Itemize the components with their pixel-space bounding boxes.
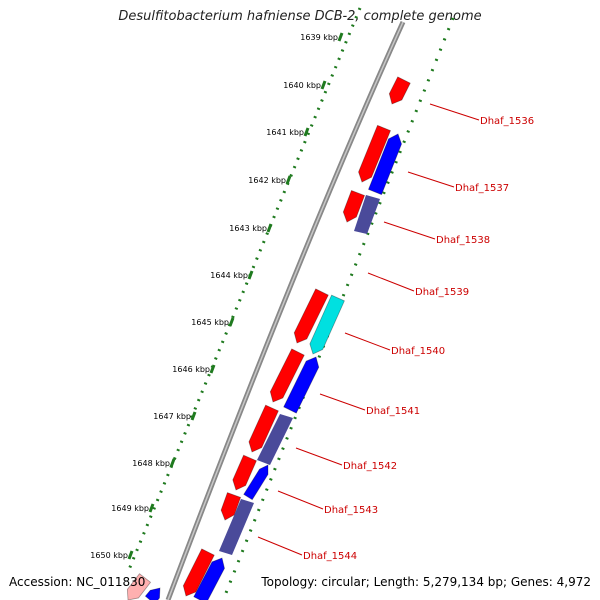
kbp-tick-label: 1640 kbp — [283, 81, 321, 90]
gene-feature — [354, 195, 380, 234]
gene-reverse — [144, 587, 161, 600]
gene-label: Dhaf_1542 — [343, 461, 397, 472]
gene-reverse — [367, 133, 402, 196]
kbp-tick-mark — [209, 364, 216, 374]
kbp-tick-mark — [303, 127, 310, 137]
kbp-tick-label: 1644 kbp — [210, 271, 248, 280]
kbp-tick-mark — [169, 458, 176, 468]
gene-label: Dhaf_1537 — [455, 183, 509, 194]
gene-rna — [309, 294, 345, 355]
gene-reverse — [193, 557, 225, 600]
gene-leader-line — [367, 272, 415, 292]
gene-forward — [293, 288, 329, 344]
genome-summary: Topology: circular; Length: 5,279,134 bp… — [261, 575, 591, 589]
gene-leader-line — [383, 221, 436, 240]
genome-backbone-highlight — [167, 21, 404, 600]
gene-reverse — [243, 464, 269, 501]
gene-leader-line — [344, 332, 391, 351]
gene-leader-line — [407, 171, 455, 188]
kbp-tick-mark — [127, 550, 134, 560]
kbp-tick-mark — [320, 80, 327, 90]
gene-label: Dhaf_1538 — [436, 235, 490, 246]
kbp-tick-mark — [285, 175, 292, 185]
gene-forward — [182, 548, 215, 597]
gene-forward — [388, 76, 411, 105]
kbp-tick-label: 1650 kbp — [90, 551, 128, 560]
kbp-tick-label: 1641 kbp — [266, 128, 304, 137]
gene-label: Dhaf_1541 — [366, 406, 420, 417]
kbp-tick-mark — [190, 411, 197, 421]
kbp-tick-label: 1646 kbp — [172, 365, 210, 374]
kbp-tick-mark — [266, 223, 273, 233]
kbp-tick-mark — [228, 317, 235, 327]
gene-leader-line — [257, 536, 303, 556]
kbp-tick-label: 1642 kbp — [248, 176, 286, 185]
kbp-tick-label: 1639 kbp — [300, 33, 338, 42]
gene-forward — [342, 190, 366, 223]
outer-tick-track — [126, 7, 362, 573]
gene-label: Dhaf_1544 — [303, 551, 357, 562]
gene-leader-line — [277, 490, 324, 510]
kbp-tick-label: 1648 kbp — [132, 459, 170, 468]
gene-forward — [248, 404, 279, 453]
kbp-tick-mark — [247, 270, 254, 280]
gene-leader-line — [319, 393, 366, 411]
kbp-tick-label: 1643 kbp — [229, 224, 267, 233]
gene-leader-line — [429, 103, 480, 121]
kbp-tick-label: 1647 kbp — [153, 412, 191, 421]
gene-label: Dhaf_1540 — [391, 346, 445, 357]
kbp-tick-label: 1649 kbp — [111, 504, 149, 513]
map-title: Desulfitobacterium hafniense DCB-2, comp… — [118, 9, 482, 24]
gene-forward — [269, 348, 305, 403]
kbp-tick-label: 1645 kbp — [191, 318, 229, 327]
kbp-tick-mark — [337, 32, 344, 42]
gene-feature — [219, 499, 254, 555]
gene-label: Dhaf_1539 — [415, 287, 469, 298]
gene-leader-line — [295, 447, 343, 466]
gene-forward — [232, 454, 257, 491]
gene-reverse — [283, 356, 320, 414]
gene-forward — [220, 492, 242, 521]
accession-text: Accession: NC_011830 — [9, 575, 146, 589]
gene-label: Dhaf_1543 — [324, 505, 378, 516]
kbp-tick-mark — [148, 503, 155, 513]
gene-feature — [257, 414, 293, 465]
gene-forward — [358, 124, 392, 183]
gene-label: Dhaf_1536 — [480, 116, 534, 127]
gene-forward — [126, 573, 152, 600]
